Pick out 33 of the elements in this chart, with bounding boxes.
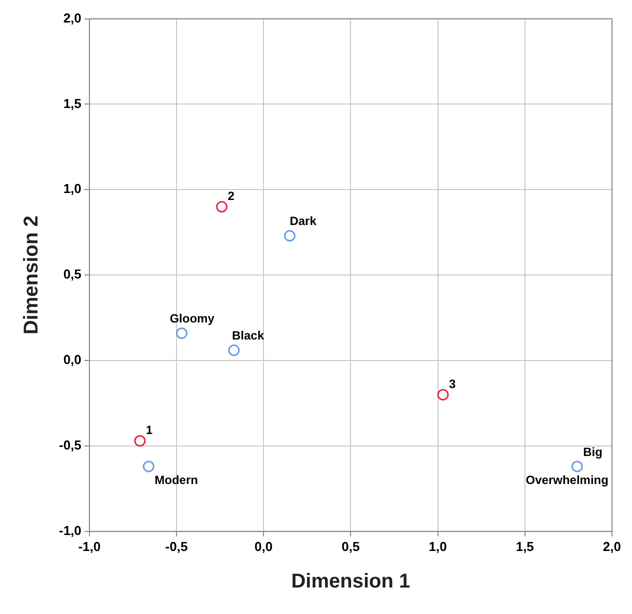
y-tick-label: 2,0 xyxy=(63,10,82,26)
y-axis-title: Dimension 2 xyxy=(20,216,43,335)
point xyxy=(216,201,228,213)
annotation: 2 xyxy=(228,189,235,204)
x-tick-label: 1,0 xyxy=(428,538,447,554)
annotation: 1 xyxy=(146,423,153,438)
y-tick-label: 0,5 xyxy=(63,266,82,282)
x-tick-label: 0,5 xyxy=(342,538,360,554)
annotation: Big xyxy=(583,444,602,459)
point xyxy=(284,230,296,242)
y-tick-label: 0,0 xyxy=(63,352,82,368)
point xyxy=(142,460,154,472)
annotation: Dark xyxy=(290,214,317,228)
annotation: Modern xyxy=(154,472,198,487)
point xyxy=(134,435,146,447)
point xyxy=(176,327,188,339)
annotation: Gloomy xyxy=(170,312,215,326)
annotation: Black xyxy=(232,328,264,343)
y-tick-label: 1,5 xyxy=(63,96,82,111)
x-tick-label: 2,0 xyxy=(602,538,622,554)
point xyxy=(228,344,240,356)
x-tick-label: -1,0 xyxy=(78,538,101,554)
x-tick-label: 0,0 xyxy=(254,538,273,554)
x-axis-title: Dimension 1 xyxy=(291,570,410,593)
annotation: Overwhelming xyxy=(526,472,608,487)
y-tick-label: -1,0 xyxy=(58,522,82,538)
point xyxy=(437,388,449,400)
annotation: 3 xyxy=(449,377,456,392)
x-tick-label: -0,5 xyxy=(165,538,188,554)
y-tick-label: -0,5 xyxy=(58,438,82,453)
y-tick-label: 1,0 xyxy=(63,181,82,196)
x-tick-label: 1,5 xyxy=(516,538,534,554)
point xyxy=(571,460,583,472)
